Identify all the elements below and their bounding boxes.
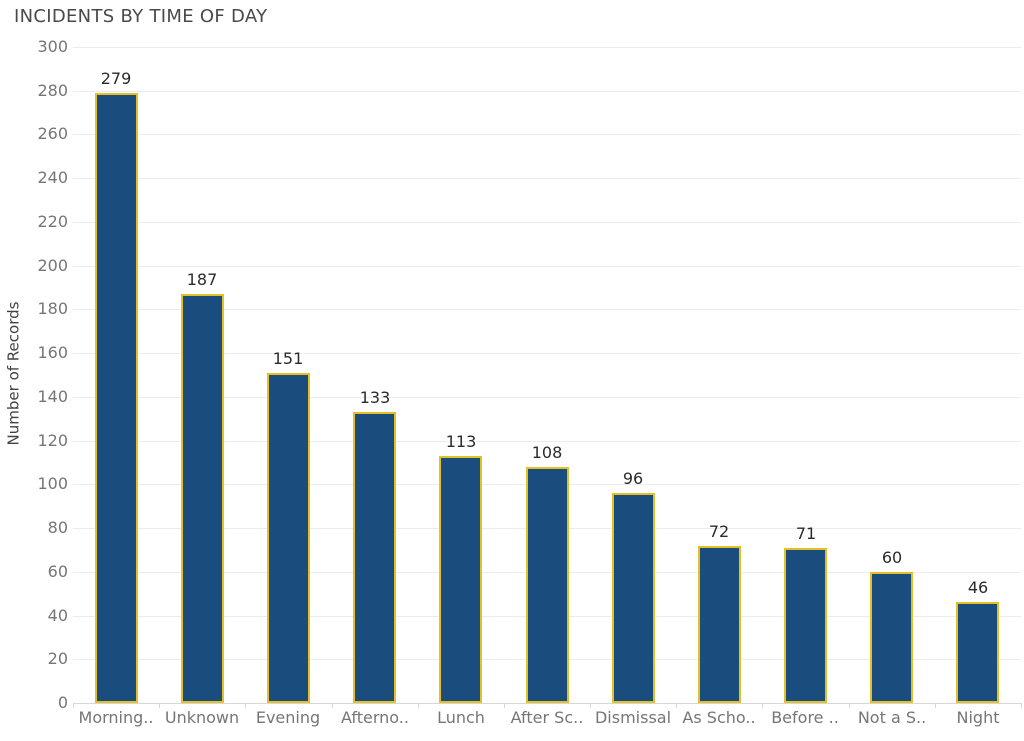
bar-11[interactable]	[956, 602, 999, 703]
bar-value-label: 71	[795, 524, 817, 543]
bar-value-label: 96	[622, 469, 644, 488]
y-tick-label: 120	[37, 431, 68, 450]
x-axis-band-tick	[245, 703, 246, 708]
gridline	[73, 441, 1021, 442]
x-tick-label: Lunch	[437, 708, 485, 727]
gridline	[73, 178, 1021, 179]
y-tick-label: 100	[37, 474, 68, 493]
x-tick-label: Morning..	[78, 708, 154, 727]
bar-1[interactable]	[95, 93, 138, 703]
bar-8[interactable]	[698, 546, 741, 703]
x-axis-band-tick	[332, 703, 333, 708]
gridline	[73, 353, 1021, 354]
bar-7[interactable]	[612, 493, 655, 703]
y-tick-label: 300	[37, 37, 68, 56]
x-tick-label: After Sc..	[510, 708, 584, 727]
x-tick-label: Before ..	[771, 708, 839, 727]
y-tick-label: 200	[37, 256, 68, 275]
x-axis-band-tick	[73, 703, 74, 708]
y-tick-label: 220	[37, 212, 68, 231]
y-axis-title: Number of Records	[4, 301, 23, 446]
bar-value-label: 187	[186, 270, 218, 289]
bar-value-label: 279	[100, 69, 132, 88]
x-axis-band-tick	[935, 703, 936, 708]
bar-10[interactable]	[870, 572, 913, 703]
y-tick-label: 0	[57, 693, 68, 712]
chart-title: INCIDENTS BY TIME OF DAY	[14, 6, 268, 27]
x-tick-label: Unknown	[164, 708, 240, 727]
x-axis-band-tick	[849, 703, 850, 708]
bar-value-label: 151	[272, 349, 304, 368]
x-tick-label: Afterno..	[341, 708, 409, 727]
y-tick-label: 140	[37, 387, 68, 406]
x-tick-label: Night	[956, 708, 1000, 727]
bar-value-label: 113	[445, 432, 477, 451]
bar-6[interactable]	[526, 467, 569, 703]
x-axis-band-tick	[159, 703, 160, 708]
bar-9[interactable]	[784, 548, 827, 703]
bar-value-label: 46	[967, 578, 989, 597]
gridline	[73, 266, 1021, 267]
x-axis-band-tick	[590, 703, 591, 708]
x-axis-band-tick	[676, 703, 677, 708]
gridline	[73, 134, 1021, 135]
y-tick-label: 260	[37, 124, 68, 143]
bar-5[interactable]	[439, 456, 482, 703]
bar-value-label: 133	[359, 388, 391, 407]
gridline	[73, 47, 1021, 48]
gridline	[73, 222, 1021, 223]
x-axis-band-tick	[1021, 703, 1022, 708]
x-tick-label: Dismissal	[594, 708, 672, 727]
gridline	[73, 309, 1021, 310]
y-tick-label: 280	[37, 81, 68, 100]
gridline	[73, 91, 1021, 92]
x-axis-band-tick	[418, 703, 419, 708]
bar-value-label: 60	[881, 548, 903, 567]
bar-2[interactable]	[181, 294, 224, 703]
gridline	[73, 397, 1021, 398]
y-tick-label: 240	[37, 168, 68, 187]
y-tick-label: 20	[47, 649, 68, 668]
x-tick-label: Not a S..	[857, 708, 927, 727]
bar-4[interactable]	[353, 412, 396, 703]
plot-area: 279 187 151 133 113 108 96 72 71 60 46	[73, 47, 1021, 704]
y-tick-label: 40	[47, 606, 68, 625]
x-tick-label: As Scho..	[682, 708, 756, 727]
y-tick-label: 60	[47, 562, 68, 581]
x-axis-band-tick	[504, 703, 505, 708]
y-tick-label: 160	[37, 343, 68, 362]
y-tick-label: 180	[37, 299, 68, 318]
x-axis-line	[73, 703, 1021, 704]
x-tick-label: Evening	[255, 708, 321, 727]
bar-value-label: 72	[708, 522, 730, 541]
x-axis-band-tick	[762, 703, 763, 708]
y-tick-label: 80	[47, 518, 68, 537]
bar-3[interactable]	[267, 373, 310, 703]
bar-value-label: 108	[531, 443, 563, 462]
